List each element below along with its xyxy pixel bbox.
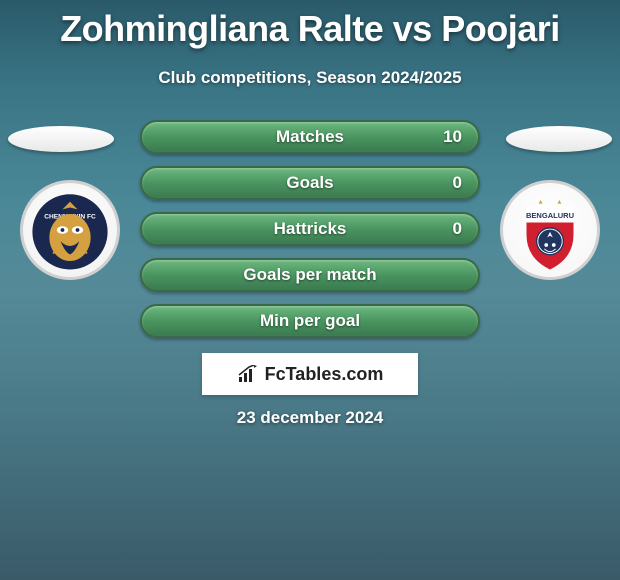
left-club-crest: CHENNAIYIN FC — [20, 180, 120, 280]
page-title: Zohmingliana Ralte vs Poojari — [0, 0, 620, 50]
brand-attribution[interactable]: FcTables.com — [202, 353, 418, 395]
subtitle: Club competitions, Season 2024/2025 — [0, 68, 620, 88]
svg-text:BENGALURU: BENGALURU — [526, 211, 574, 220]
stat-label: Goals — [286, 173, 333, 193]
stat-label: Hattricks — [274, 219, 347, 239]
date-label: 23 december 2024 — [0, 408, 620, 428]
stat-row-gpm: Goals per match — [140, 258, 480, 292]
stat-row-hattricks: Hattricks 0 — [140, 212, 480, 246]
stat-row-goals: Goals 0 — [140, 166, 480, 200]
stat-label: Matches — [276, 127, 344, 147]
stat-value: 0 — [453, 219, 462, 239]
brand-text: FcTables.com — [265, 364, 384, 385]
stat-label: Min per goal — [260, 311, 360, 331]
stats-container: Matches 10 Goals 0 Hattricks 0 Goals per… — [140, 120, 480, 350]
stat-row-mpg: Min per goal — [140, 304, 480, 338]
right-club-crest: BENGALURU — [500, 180, 600, 280]
stat-label: Goals per match — [243, 265, 376, 285]
stat-row-matches: Matches 10 — [140, 120, 480, 154]
left-player-avatar-placeholder — [8, 126, 114, 152]
right-player-avatar-placeholder — [506, 126, 612, 152]
stat-value: 0 — [453, 173, 462, 193]
bar-chart-icon — [237, 365, 259, 383]
stat-value: 10 — [443, 127, 462, 147]
